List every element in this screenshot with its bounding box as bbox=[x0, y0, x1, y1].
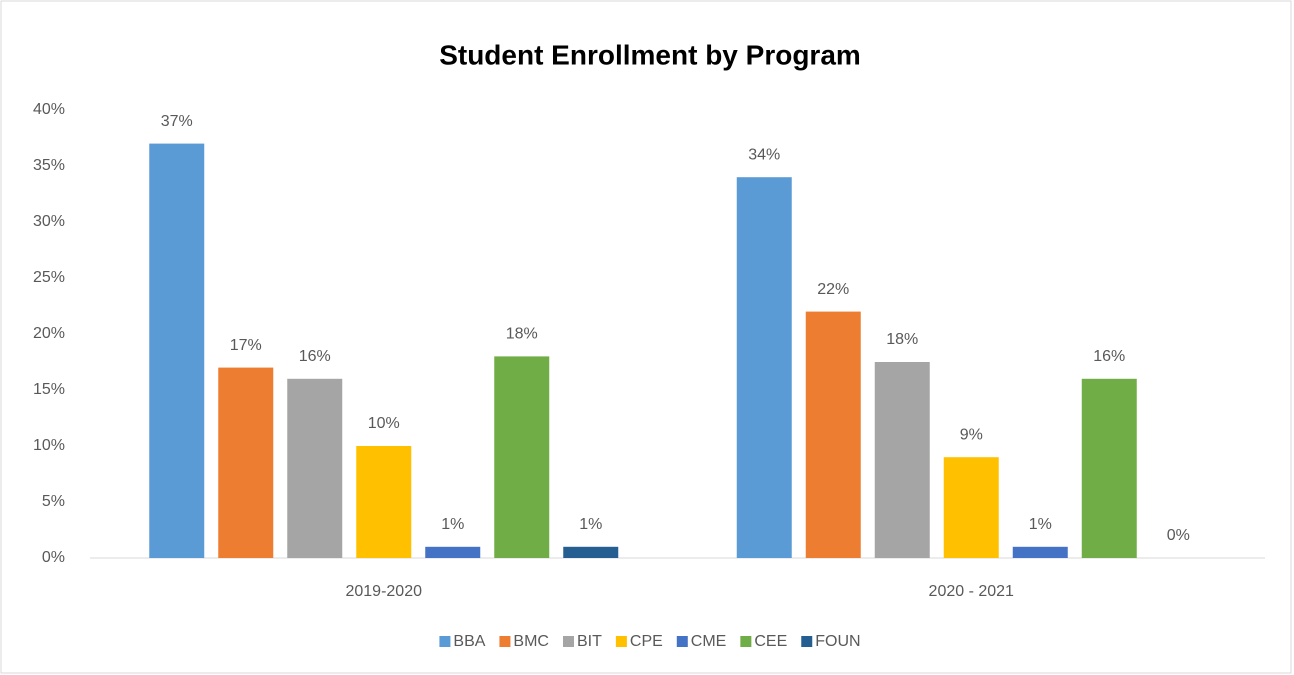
y-tick-label: 40% bbox=[33, 101, 65, 118]
bar bbox=[494, 356, 550, 558]
y-tick-label: 5% bbox=[42, 493, 65, 510]
data-label: 10% bbox=[368, 415, 400, 432]
data-label: 34% bbox=[748, 146, 780, 163]
legend-swatch bbox=[740, 636, 752, 647]
data-label: 18% bbox=[506, 326, 538, 343]
y-tick-label: 35% bbox=[33, 157, 65, 174]
legend-swatch bbox=[439, 636, 451, 647]
legend-swatch bbox=[801, 636, 813, 647]
bar bbox=[356, 446, 412, 558]
bar bbox=[874, 362, 930, 558]
x-tick-label: 2019-2020 bbox=[345, 583, 422, 600]
legend-label: CME bbox=[691, 633, 727, 650]
legend-label: BIT bbox=[577, 633, 602, 650]
legend: BBA BMC BIT CPE CME CEE FOUN bbox=[439, 633, 861, 650]
legend-swatch bbox=[676, 636, 688, 647]
data-label: 16% bbox=[1093, 348, 1125, 365]
legend-label: CEE bbox=[754, 633, 787, 650]
data-label: 1% bbox=[579, 516, 602, 533]
data-label: 17% bbox=[230, 337, 262, 354]
data-label: 1% bbox=[441, 516, 464, 533]
chart-title: Student Enrollment by Program bbox=[439, 39, 861, 70]
legend-swatch bbox=[499, 636, 511, 647]
bar bbox=[218, 367, 274, 558]
data-label: 0% bbox=[1167, 527, 1190, 544]
y-tick-label: 30% bbox=[33, 213, 65, 230]
data-label: 16% bbox=[299, 348, 331, 365]
x-tick-label: 2020 - 2021 bbox=[929, 583, 1015, 600]
bar bbox=[563, 546, 619, 558]
data-label: 1% bbox=[1029, 516, 1052, 533]
bar bbox=[425, 546, 481, 558]
legend-label: FOUN bbox=[815, 633, 860, 650]
y-tick-label: 10% bbox=[33, 437, 65, 454]
bar bbox=[943, 457, 999, 558]
legend-swatch bbox=[615, 636, 627, 647]
bar bbox=[287, 378, 343, 558]
bar bbox=[805, 311, 861, 558]
data-label: 9% bbox=[960, 426, 983, 443]
legend-swatch bbox=[562, 636, 574, 647]
legend-label: BBA bbox=[453, 633, 485, 650]
data-label: 22% bbox=[817, 281, 849, 298]
bar bbox=[1012, 546, 1068, 558]
bar bbox=[149, 143, 205, 558]
data-label: 18% bbox=[886, 331, 918, 348]
legend-label: CPE bbox=[630, 633, 663, 650]
bar bbox=[736, 177, 792, 558]
legend-label: BMC bbox=[513, 633, 549, 650]
y-tick-label: 0% bbox=[42, 549, 65, 566]
y-tick-label: 15% bbox=[33, 381, 65, 398]
bar bbox=[1081, 378, 1137, 558]
y-tick-label: 20% bbox=[33, 325, 65, 342]
data-label: 37% bbox=[161, 113, 193, 130]
y-tick-label: 25% bbox=[33, 269, 65, 286]
